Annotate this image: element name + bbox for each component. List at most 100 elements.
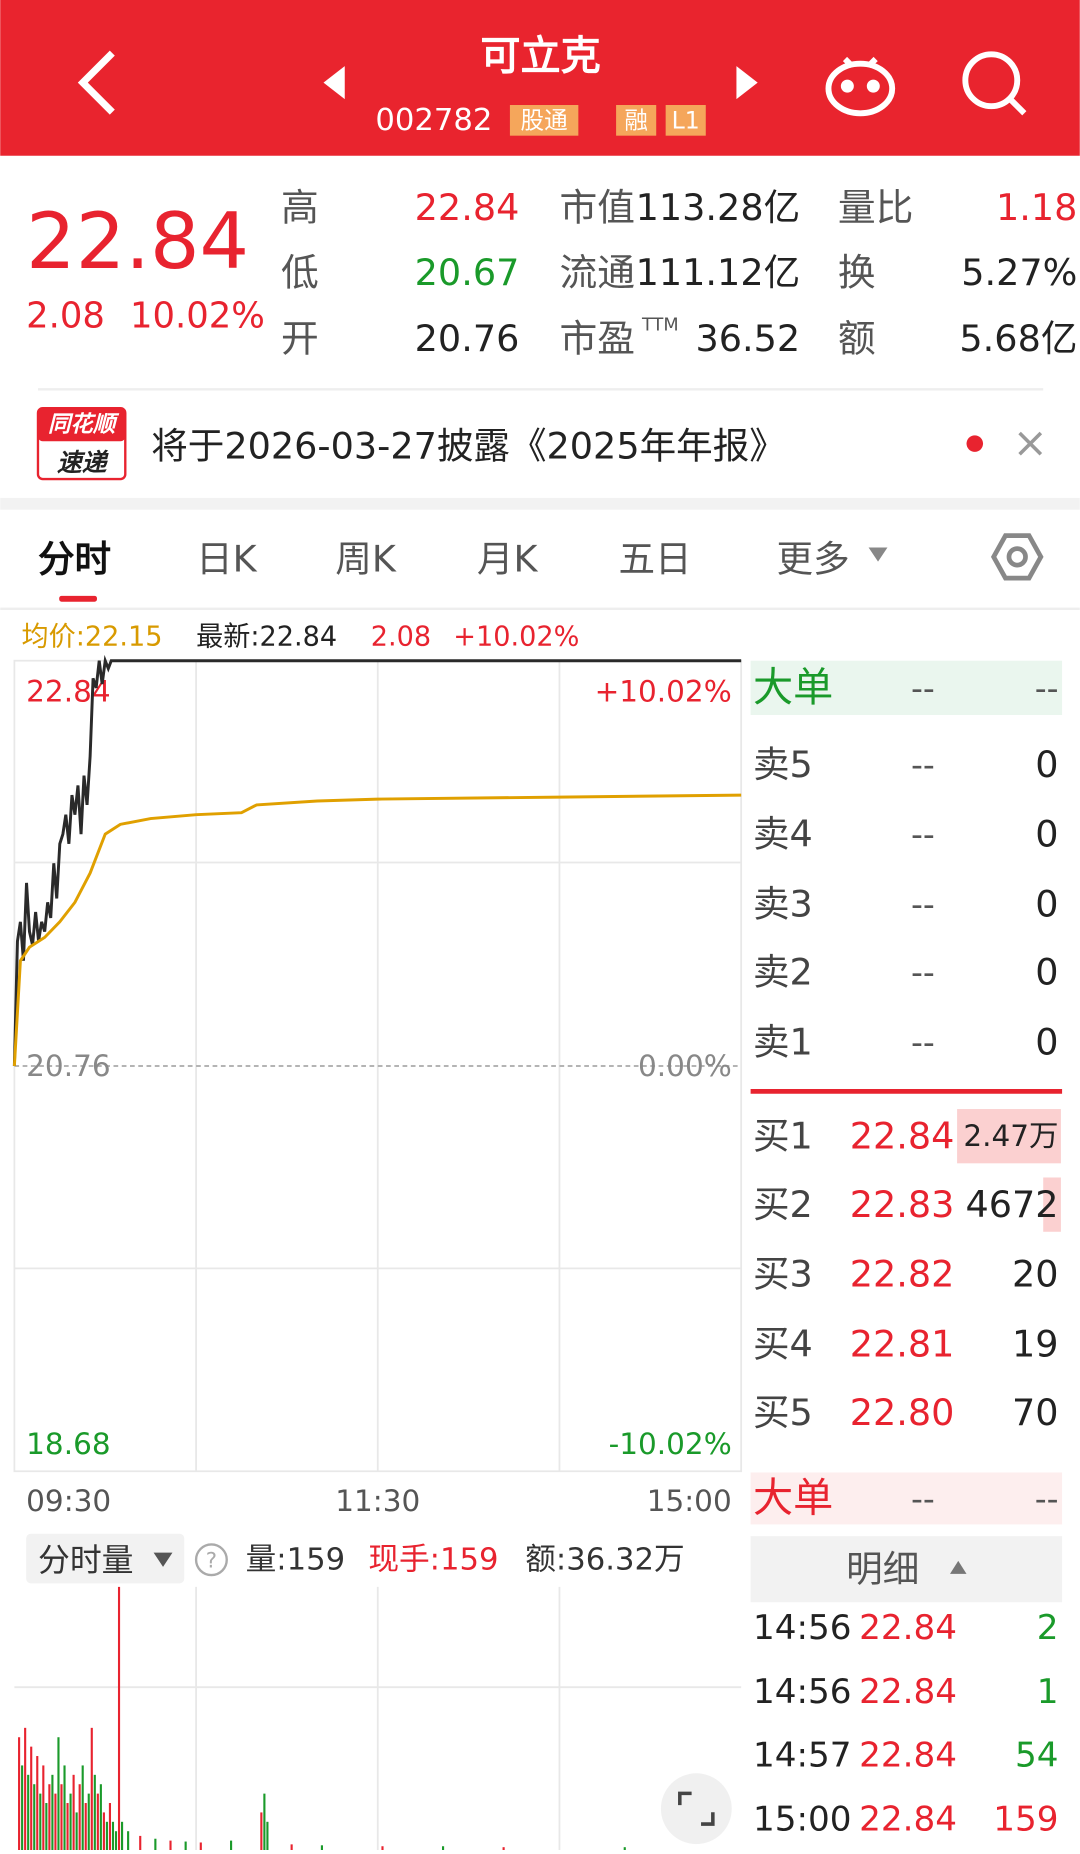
volume-bar [54,1793,57,1850]
search-icon[interactable] [962,51,1027,116]
trade-price: 22.84 [859,1736,957,1776]
ask-label: 卖3 [753,882,813,925]
volume-stat: 现手:159 [368,1542,498,1577]
stat-value: 20.67 [415,251,520,294]
badge-bg [616,105,657,136]
volume-bar [263,1793,266,1850]
volume-bar [230,1840,233,1850]
bid-volume: 20 [1012,1253,1059,1296]
stat-label: 额 [838,317,876,361]
bid-label: 买2 [753,1183,813,1226]
bid-price: 22.83 [850,1183,955,1226]
last-price: 22.84 [26,197,249,287]
fullscreen-icon [678,1791,715,1826]
volume-bar [117,1586,121,1850]
badge-bg [509,105,579,136]
news-logo-top [37,408,126,442]
volume-bar [441,1846,445,1850]
stock-code: 002782 [375,103,492,138]
ask-volume: 0 [1035,1020,1058,1063]
stat-value: 5.68亿 [959,317,1077,360]
bid-price: 22.82 [850,1253,955,1296]
badge-bg [665,105,706,136]
detail-header[interactable] [750,1536,1063,1603]
bid-volume: 2.47万 [963,1119,1058,1153]
volume-bar [24,1727,27,1850]
volume-bar [84,1803,87,1850]
ask-volume: 0 [1035,882,1058,925]
ask-price: -- [911,1022,935,1061]
volume-bar [154,1838,157,1850]
prev-stock[interactable] [323,66,345,100]
badge: L1 [672,106,700,134]
volume-bar [381,1846,384,1850]
big-order-bg [750,1472,1063,1525]
volume-bar [290,1844,293,1850]
volume-bar [96,1793,99,1850]
next-stock[interactable] [736,66,758,100]
tab[interactable]: 周K [335,538,397,581]
big-order-label: 大单 [753,1475,833,1521]
unread-dot [966,435,984,452]
x-tick-label: 11:30 [335,1484,420,1518]
volume-bar [184,1841,187,1850]
bid-volume: 19 [1012,1322,1059,1365]
tab[interactable]: 五日 [618,538,691,581]
x-tick-label: 15:00 [647,1484,732,1518]
volume-bar [127,1831,130,1850]
volume-bar [33,1784,36,1850]
y2-tick-label: 0.00% [638,1049,732,1083]
volume-bar [57,1737,60,1850]
news-logo-text: 速递 [57,448,110,477]
volume-bar [60,1784,63,1850]
news-text[interactable]: 将于2026-03-27披露《2025年年报》 [151,424,786,467]
volume-bar [745,1835,747,1850]
stat-label: 市值 [559,186,635,230]
tab[interactable]: 月K [477,538,539,581]
volume-bar [502,1847,505,1850]
stat-value: 5.27% [961,251,1077,294]
bid-volume: 4672 [965,1183,1058,1226]
ask-volume: 0 [1035,951,1058,994]
legend-item: 最新:22.84 [196,622,337,653]
volume-bar [260,1812,263,1850]
stat-value: 111.12亿 [636,251,801,294]
volume-bar [108,1803,112,1850]
badge: 融 [624,106,648,134]
robot-icon[interactable] [825,56,896,117]
volume-grid [195,1586,561,1850]
stat-label: 开 [281,317,319,361]
back-button[interactable] [77,50,115,115]
y-tick-label: 20.76 [26,1049,110,1083]
volume-bar [114,1831,118,1850]
bid-price: 22.80 [850,1391,955,1434]
ask-label: 卖5 [753,743,813,786]
volume-bar [69,1793,72,1850]
bid-price: 22.84 [850,1115,955,1158]
x-tick-label: 09:30 [26,1484,111,1518]
ask-label: 卖4 [753,813,813,856]
volume-selector[interactable] [26,1533,185,1584]
stat-label: 换 [838,251,876,295]
tab[interactable]: 分时 [38,538,111,581]
volume-bar [42,1765,45,1850]
average-line [12,793,742,1067]
stat-value: 22.84 [415,186,520,229]
volume-bar [105,1821,108,1850]
stat-label: 低 [281,251,319,295]
close-button[interactable] [1018,431,1043,456]
dropdown-arrow [868,547,888,562]
tab[interactable]: 更多 [777,538,850,581]
trade-time: 14:57 [753,1736,852,1776]
stock-name: 可立克 [480,34,600,80]
volume-bar [90,1727,93,1850]
tab[interactable]: 日K [196,538,258,581]
settings-icon[interactable] [990,533,1044,581]
price-change: 2.08 [26,296,105,337]
bid-volume-bar [1043,1177,1061,1232]
stat-label: 流通 [559,251,635,295]
fullscreen-button[interactable] [660,1773,732,1845]
volume-bar [623,1847,626,1850]
help-icon[interactable] [194,1543,228,1577]
dropdown-arrow [153,1552,173,1567]
